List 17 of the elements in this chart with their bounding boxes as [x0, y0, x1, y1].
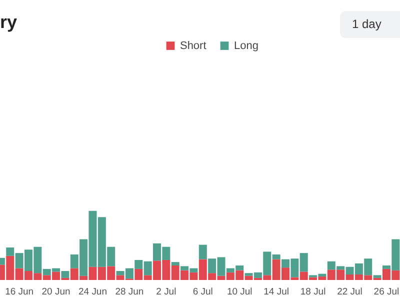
legend-label: Short [180, 40, 206, 52]
chart-title: ry [0, 12, 18, 33]
x-tick-label: 28 Jun [115, 286, 144, 298]
x-tick-label: 16 Jun [5, 286, 34, 298]
x-tick-label: 18 Jul [300, 286, 326, 298]
x-tick-label: 26 Jul [374, 286, 400, 298]
bar [373, 275, 382, 278]
x-tick-label: 24 Jun [78, 286, 107, 298]
x-tick-label: 2 Jul [156, 286, 176, 298]
bar [171, 262, 180, 266]
legend-label: Long [234, 40, 258, 52]
x-tick-label: 14 Jul [264, 286, 289, 298]
x-tick-label: 22 Jul [337, 286, 362, 298]
x-tick-label: 10 Jul [226, 286, 252, 298]
time-range-button: 1 day [340, 11, 400, 38]
x-tick-label: 20 Jun [42, 286, 70, 298]
x-tick-label: 6 Jul [192, 286, 213, 298]
